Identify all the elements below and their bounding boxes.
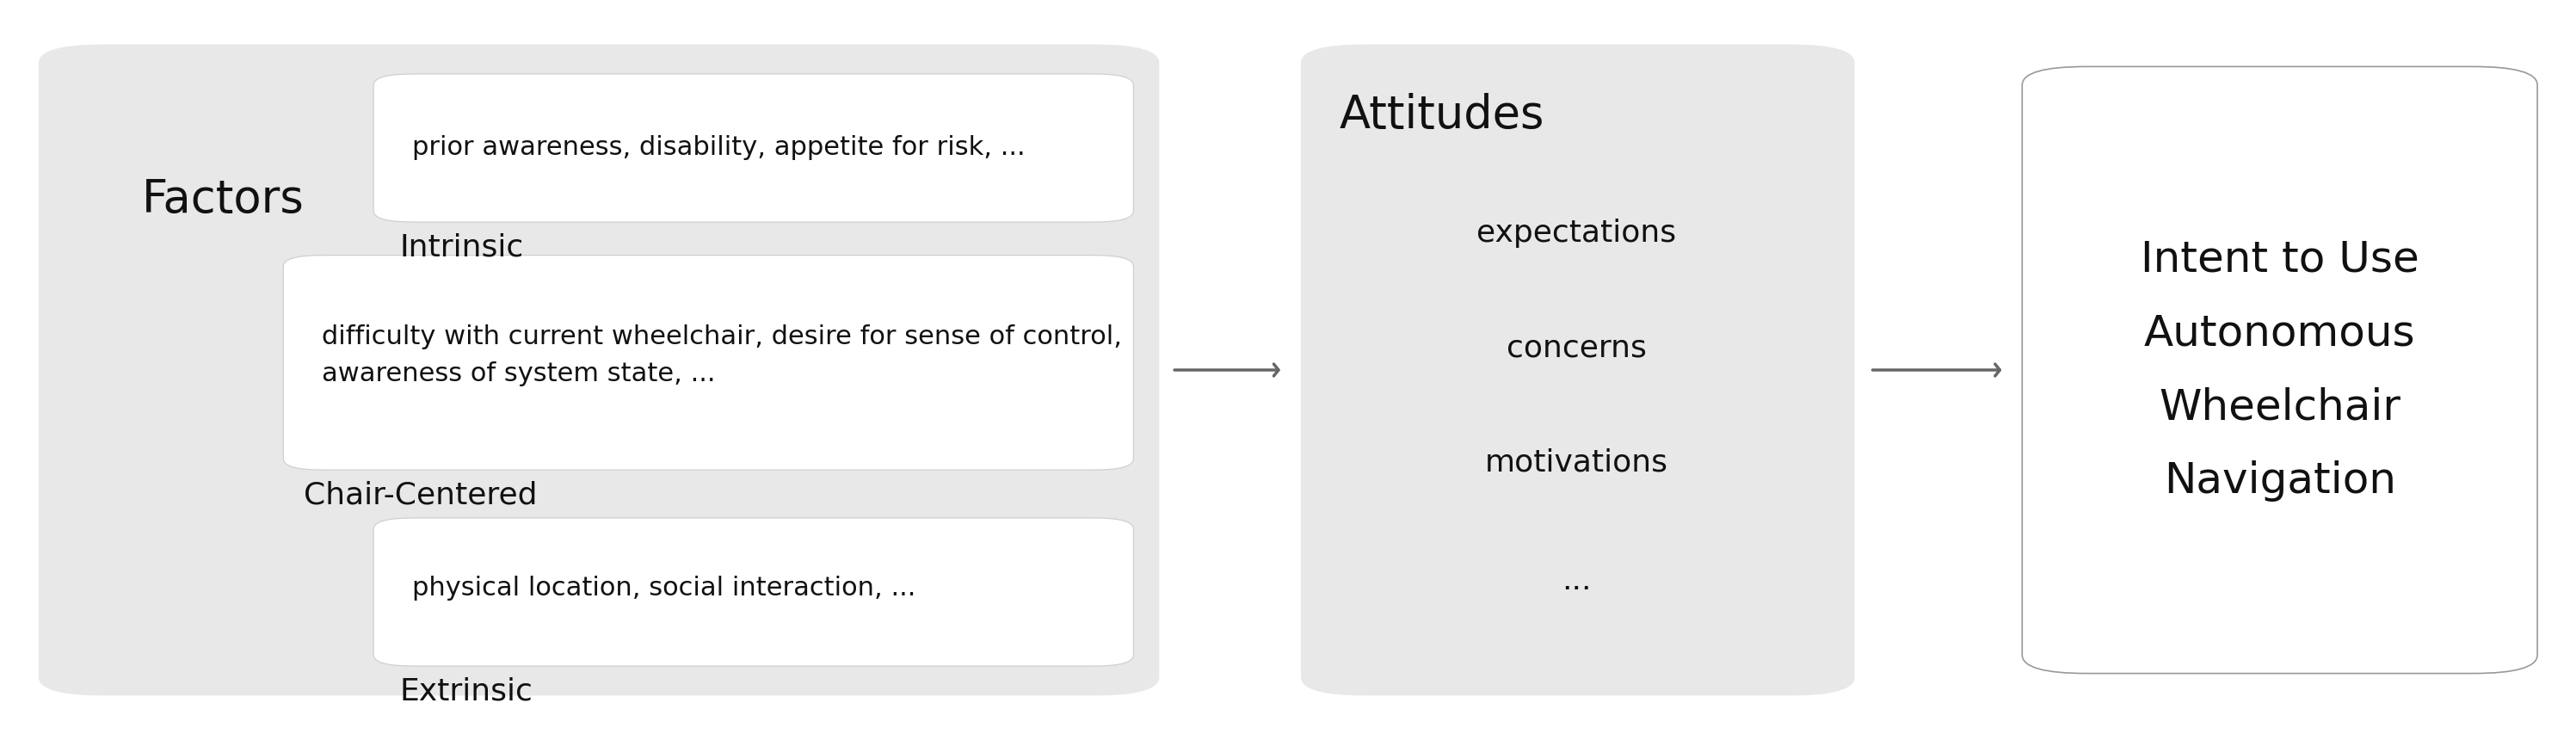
Text: Factors: Factors xyxy=(142,178,304,222)
FancyBboxPatch shape xyxy=(374,74,1133,222)
Text: difficulty with current wheelchair, desire for sense of control,
awareness of sy: difficulty with current wheelchair, desi… xyxy=(322,324,1123,386)
Text: Intrinsic: Intrinsic xyxy=(399,233,523,263)
Text: expectations: expectations xyxy=(1476,218,1677,248)
Text: prior awareness, disability, appetite for risk, ...: prior awareness, disability, appetite fo… xyxy=(412,135,1025,161)
Text: Chair-Centered: Chair-Centered xyxy=(304,481,538,511)
Text: motivations: motivations xyxy=(1484,448,1669,477)
FancyBboxPatch shape xyxy=(2022,67,2537,673)
FancyBboxPatch shape xyxy=(374,518,1133,666)
Text: ...: ... xyxy=(1561,566,1592,596)
Text: Attitudes: Attitudes xyxy=(1340,92,1546,137)
Text: Intent to Use
Autonomous
Wheelchair
Navigation: Intent to Use Autonomous Wheelchair Navi… xyxy=(2141,238,2419,502)
FancyBboxPatch shape xyxy=(39,44,1159,696)
FancyBboxPatch shape xyxy=(283,255,1133,470)
FancyBboxPatch shape xyxy=(1301,44,1855,696)
Text: physical location, social interaction, ...: physical location, social interaction, .… xyxy=(412,576,917,601)
Text: Extrinsic: Extrinsic xyxy=(399,676,533,706)
Text: concerns: concerns xyxy=(1507,333,1646,363)
